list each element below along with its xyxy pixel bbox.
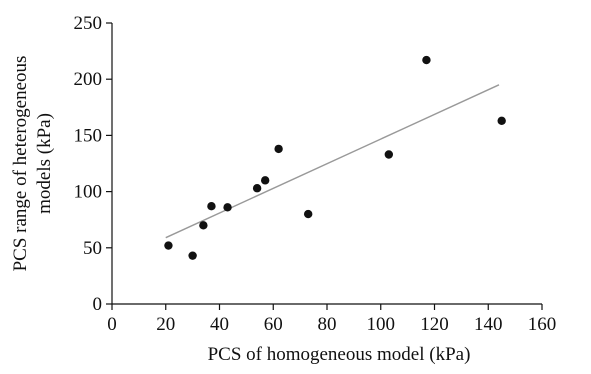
- x-tick-label: 160: [528, 314, 557, 335]
- x-tick-label: 60: [264, 314, 283, 335]
- data-point: [497, 116, 506, 125]
- x-tick-label: 40: [210, 314, 229, 335]
- trendline: [165, 84, 500, 239]
- x-axis-title: PCS of homogeneous model (kPa): [208, 344, 471, 365]
- trendline-layer: [165, 84, 500, 239]
- data-point: [384, 150, 394, 159]
- data-point: [188, 251, 197, 260]
- data-points: [164, 55, 506, 260]
- x-tick-label: 80: [318, 314, 337, 335]
- x-tick-label: 20: [156, 314, 175, 335]
- data-point: [199, 221, 208, 230]
- y-tick-label: 150: [74, 125, 103, 146]
- y-tick-label: 200: [74, 69, 103, 90]
- data-point: [223, 203, 232, 212]
- data-point: [252, 184, 262, 193]
- x-tick-label: 140: [474, 314, 503, 335]
- x-tick-label: 0: [107, 314, 117, 335]
- y-axis-title: PCS range of heterogeneous: [10, 56, 31, 272]
- axes: [106, 22, 543, 310]
- axis-labels: 0 50 100 150 200 250 0 20 40 60 80 100 120 140 160 PCS …: [10, 13, 556, 365]
- data-point: [260, 176, 270, 185]
- data-point: [422, 55, 431, 65]
- data-point: [274, 144, 283, 154]
- data-point: [303, 209, 313, 219]
- y-tick-label: 0: [93, 294, 103, 315]
- y-axis-title: models (kPa): [34, 113, 55, 214]
- data-point: [164, 241, 173, 250]
- x-tick-label: 120: [420, 314, 449, 335]
- x-tick-label: 100: [367, 314, 396, 335]
- data-point: [207, 202, 216, 211]
- y-tick-label: 50: [83, 238, 102, 259]
- y-tick-label: 100: [74, 182, 103, 203]
- y-tick-label: 250: [74, 13, 103, 34]
